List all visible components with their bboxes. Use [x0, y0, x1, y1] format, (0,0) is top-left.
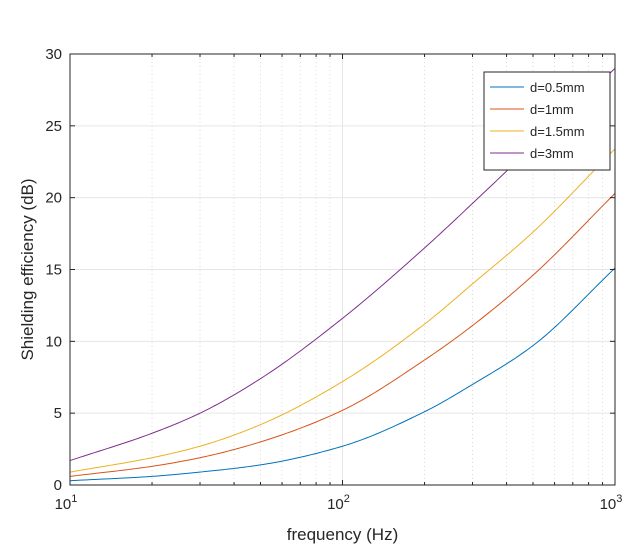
y-axis-label: Shielding efficiency (dB): [18, 178, 37, 360]
y-tick-label: 30: [45, 46, 62, 63]
legend: d=0.5mm d=1mm d=1.5mm d=3mm: [483, 71, 611, 171]
x-tick-label: 101: [55, 493, 78, 513]
series-line-d=1.5mm: [69, 148, 616, 473]
y-tick-label: 15: [45, 262, 62, 279]
y-tick-label: 0: [54, 477, 62, 494]
x-axis-label: frequency (Hz): [287, 525, 398, 544]
legend-label: d=1.5mm: [530, 124, 585, 139]
legend-label: d=1mm: [530, 102, 574, 117]
y-tick-label: 5: [54, 405, 62, 422]
series-line-d=0.5mm: [69, 267, 616, 482]
y-tick-label: 25: [45, 118, 62, 135]
legend-box: [483, 71, 611, 171]
tick-labels: 0 5 10 15 20 25 30 101 102 103: [45, 46, 622, 513]
x-tick-label: 102: [327, 493, 350, 513]
legend-label: d=3mm: [530, 146, 574, 161]
x-tick-label: 103: [600, 493, 623, 513]
axis-ticks: [69, 53, 616, 486]
y-tick-label: 20: [45, 190, 62, 207]
legend-label: d=0.5mm: [530, 80, 585, 95]
series-line-d=1mm: [69, 193, 616, 477]
y-tick-label: 10: [45, 333, 62, 350]
